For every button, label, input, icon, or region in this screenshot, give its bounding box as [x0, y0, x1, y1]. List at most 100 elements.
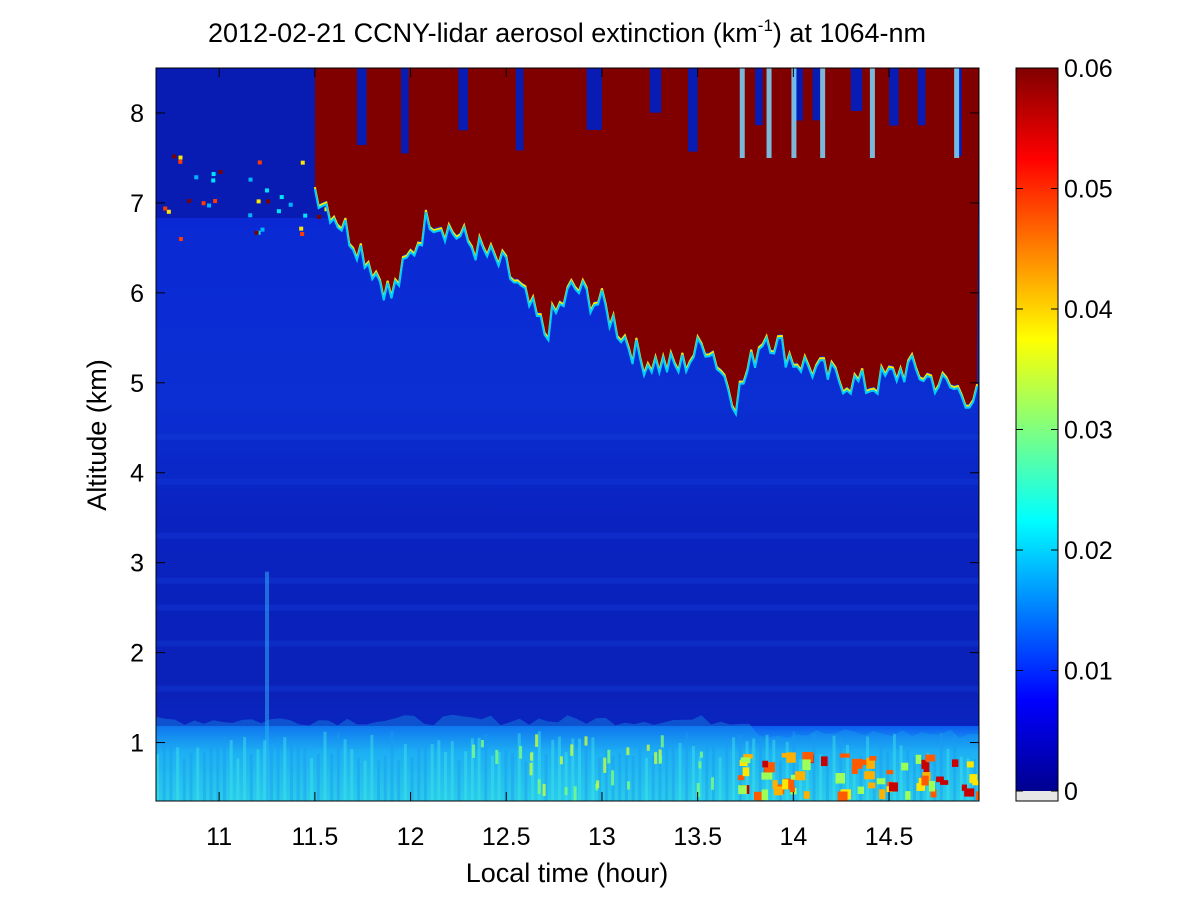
boundary-layer-texture	[484, 734, 488, 801]
boundary-layer-texture	[966, 758, 970, 801]
title-superscript: -1	[758, 16, 773, 35]
aerosol-patch	[542, 783, 546, 797]
boundary-layer-texture	[377, 760, 381, 801]
aerosol-stratum	[156, 640, 979, 647]
high-extinction-patch	[928, 780, 936, 792]
boundary-layer-texture	[899, 745, 903, 801]
cloud-gap	[889, 68, 899, 126]
high-extinction-patch	[821, 756, 828, 767]
aerosol-speckle	[260, 227, 265, 232]
aerosol-speckle	[207, 203, 212, 208]
aerosol-speckle	[257, 160, 262, 165]
x-tick-label: 13	[588, 823, 616, 851]
high-extinction-patch	[743, 754, 753, 759]
y-axis-label: Altitude (km)	[82, 359, 112, 511]
colorbar-tick-label: 0.04	[1064, 296, 1113, 324]
cloud-gap	[850, 68, 863, 111]
cloud-gap	[688, 68, 698, 152]
high-extinction-patch	[936, 776, 944, 783]
boundary-layer-texture	[336, 732, 340, 801]
cloud-gap	[400, 68, 409, 154]
boundary-layer-top	[156, 714, 979, 801]
cloud-streak	[820, 68, 826, 158]
aerosol-patch	[658, 755, 662, 763]
plot-frame	[155, 67, 980, 802]
boundary-layer-texture	[598, 757, 602, 801]
boundary-layer-texture	[383, 755, 387, 801]
aerosol-speckle	[299, 226, 304, 231]
colorbar-tick-label: 0.03	[1064, 417, 1113, 445]
boundary-layer-texture	[490, 755, 494, 801]
boundary-layer-texture	[356, 758, 360, 801]
boundary-layer-texture	[524, 760, 528, 801]
high-extinction-patch	[876, 778, 886, 785]
boundary-layer-texture	[269, 748, 273, 801]
aerosol-patch	[698, 761, 702, 769]
boundary-layer-texture	[732, 737, 736, 801]
boundary-layer-texture	[403, 744, 407, 801]
boundary-layer-texture	[156, 754, 159, 801]
aerosol-patch	[537, 779, 541, 794]
aerosol-speckle	[166, 209, 171, 214]
boundary-layer-texture	[939, 732, 943, 801]
boundary-layer-texture	[845, 744, 849, 801]
cloud-gap	[356, 68, 367, 146]
cloud-streak	[954, 68, 960, 158]
boundary-layer-texture	[417, 746, 421, 801]
boundary-layer-texture	[189, 752, 193, 801]
boundary-layer-texture	[222, 737, 226, 801]
high-extinction-patch	[923, 762, 930, 773]
y-tick-label: 7	[130, 190, 144, 218]
boundary-layer-texture	[839, 736, 843, 801]
boundary-layer-texture	[618, 753, 622, 801]
high-extinction-patch	[858, 759, 868, 765]
boundary-layer-texture	[738, 734, 742, 801]
x-tick-label: 13.5	[673, 823, 722, 851]
boundary-layer-texture	[202, 751, 206, 801]
boundary-layer-texture	[638, 746, 642, 801]
high-extinction-patch	[915, 754, 922, 764]
boundary-layer-texture	[323, 731, 327, 801]
boundary-layer-texture	[464, 751, 468, 801]
boundary-layer-texture	[906, 750, 910, 801]
cloud-streak	[766, 68, 772, 158]
high-extinction-patch	[794, 771, 806, 781]
boundary-layer-texture	[712, 746, 716, 801]
boundary-layer-texture	[946, 748, 950, 801]
colorbar-tick-label: 0.06	[1064, 55, 1113, 83]
aerosol-patch	[603, 757, 607, 773]
high-extinction-patch	[761, 772, 773, 780]
aerosol-speckle	[300, 231, 305, 236]
boundary-layer-texture	[758, 739, 762, 801]
aerosol-speckle	[266, 199, 271, 204]
aerosol-stratum	[156, 604, 979, 611]
boundary-layer-texture	[591, 737, 595, 801]
cloud-gap	[586, 68, 602, 130]
aerosol-speckle	[279, 195, 284, 200]
y-tick-label: 2	[130, 640, 144, 668]
boundary-layer-texture	[886, 751, 890, 801]
boundary-layer-texture	[196, 747, 200, 801]
boundary-layer-texture	[249, 754, 253, 801]
boundary-layer-texture	[397, 760, 401, 801]
aerosol-patch	[596, 780, 600, 789]
high-extinction-patch	[835, 772, 845, 784]
boundary-layer-texture	[430, 744, 434, 801]
boundary-layer-texture	[812, 733, 816, 801]
y-tick-label: 5	[130, 370, 144, 398]
cloud-gap	[755, 68, 763, 126]
high-extinction-patch	[905, 791, 911, 800]
x-axis: 11 11.5 12 12.5 13 13.5 14 14.5	[206, 68, 913, 851]
high-extinction-patch	[773, 786, 783, 796]
boundary-layer-texture	[725, 741, 729, 801]
aerosol-speckle	[276, 209, 281, 214]
boundary-layer-texture	[959, 756, 963, 801]
x-tick-label: 12.5	[482, 823, 531, 851]
boundary-layer-texture	[624, 756, 628, 801]
aerosol-speckle	[303, 213, 308, 218]
boundary-layer-texture	[805, 752, 809, 801]
boundary-layer-texture	[685, 732, 689, 801]
y-tick-label: 1	[130, 730, 144, 758]
boundary-layer-texture	[330, 753, 334, 801]
boundary-layer-texture	[437, 740, 441, 801]
